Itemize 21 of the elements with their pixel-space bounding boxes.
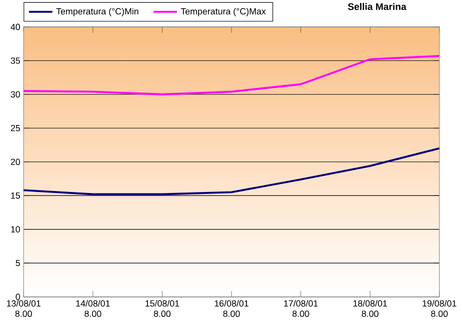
y-tick-label: 30 <box>10 91 20 98</box>
y-tick-label: 40 <box>10 24 20 30</box>
x-tick-label: 19/08/01 8.00 <box>422 300 456 317</box>
y-tick-label: 15 <box>11 192 20 199</box>
y-tick-label: 20 <box>10 158 20 166</box>
x-tick-label: 16/08/01 8.00 <box>214 300 248 317</box>
line-series <box>22 55 440 96</box>
x-tick-label: 18/08/01 8.00 <box>353 300 387 317</box>
y-tick-label: 35 <box>10 58 20 64</box>
legend-label: Temperatura (°C)Max <box>180 8 266 16</box>
x-tick-label: 17/08/01 8.00 <box>284 300 318 317</box>
y-tick-label: 0 <box>16 294 20 300</box>
line-series <box>22 147 440 196</box>
x-tick-label: 13/08/01 8.00 <box>6 300 41 317</box>
x-tick-label: 14/08/01 8.00 <box>76 300 110 317</box>
x-tick-label: 15/08/01 8.00 <box>146 300 180 317</box>
chart-title: Sellia Marina <box>348 3 406 10</box>
y-tick-label: 5 <box>16 260 20 266</box>
y-tick-label: 10 <box>11 226 20 233</box>
y-tick-label: 25 <box>10 125 20 132</box>
legend-label: Temperatura (°C)Min <box>56 8 138 16</box>
